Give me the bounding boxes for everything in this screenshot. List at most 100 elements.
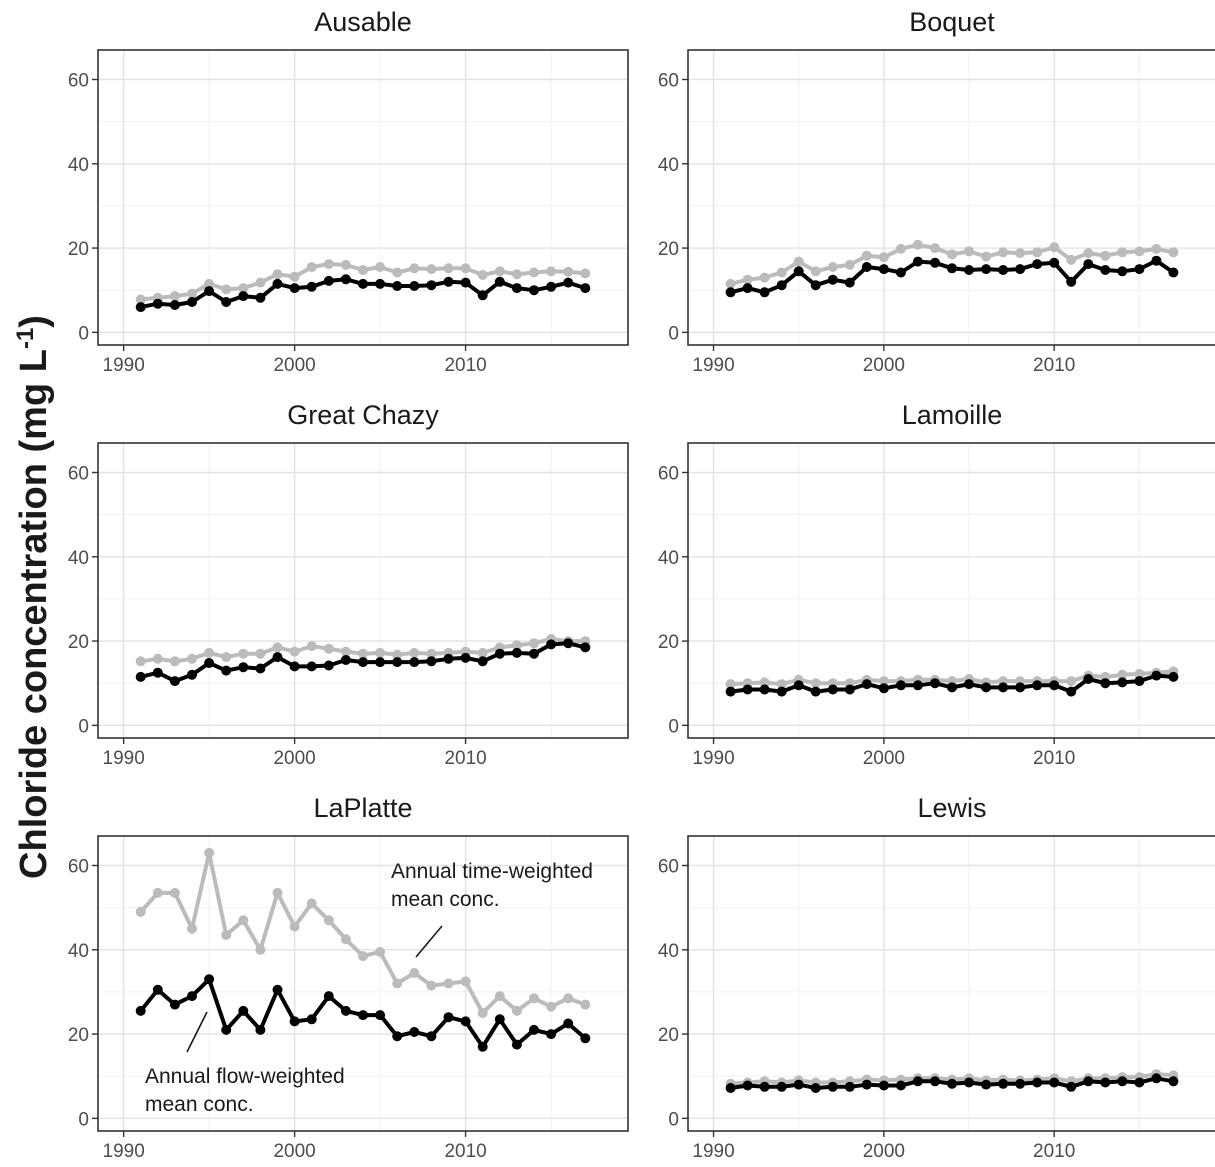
x-tick-label: 2000 — [863, 355, 905, 376]
y-tick-label: 20 — [658, 239, 679, 260]
data-point-time_weighted — [810, 266, 821, 277]
data-point-flow_weighted — [272, 984, 283, 995]
data-point-flow_weighted — [187, 991, 197, 1002]
series-group — [725, 666, 1179, 697]
panel-border — [687, 49, 1215, 346]
data-point-flow_weighted — [221, 1024, 232, 1035]
data-point-time_weighted — [169, 656, 180, 667]
data-point-flow_weighted — [152, 298, 163, 309]
data-point-time_weighted — [306, 641, 317, 652]
data-point-flow_weighted — [930, 1076, 940, 1087]
data-point-time_weighted — [810, 678, 821, 689]
y-tick-label: 0 — [78, 323, 89, 344]
data-point-flow_weighted — [759, 287, 770, 298]
data-point-flow_weighted — [742, 283, 753, 294]
data-point-flow_weighted — [810, 686, 821, 697]
x-tick-label: 1990 — [692, 355, 734, 376]
data-point-flow_weighted — [861, 262, 872, 272]
panel-boquet: 0 20 40 60 1990 2000 2010 Boquet — [658, 7, 1215, 376]
panel-title: Lamoille — [902, 400, 1003, 430]
data-point-time_weighted — [272, 269, 283, 280]
panel-title: Lewis — [917, 793, 986, 823]
data-point-time_weighted — [340, 646, 351, 657]
data-point-flow_weighted — [289, 283, 300, 294]
data-point-flow_weighted — [375, 278, 386, 289]
panel-ausable: 0 20 40 60 1990 2000 2010 Ausable — [68, 7, 629, 376]
data-point-time_weighted — [358, 648, 368, 659]
data-point-flow_weighted — [511, 283, 522, 294]
series-group — [725, 1069, 1179, 1093]
data-point-time_weighted — [272, 887, 283, 898]
data-point-time_weighted — [443, 978, 454, 989]
y-tick-label: 40 — [658, 548, 679, 569]
x-tick-label: 2010 — [444, 355, 486, 376]
data-point-time_weighted — [563, 993, 574, 1004]
data-point-flow_weighted — [810, 280, 821, 291]
data-point-time_weighted — [580, 268, 591, 279]
data-point-flow_weighted — [187, 669, 197, 680]
data-point-flow_weighted — [563, 1018, 574, 1029]
data-point-time_weighted — [392, 649, 403, 660]
data-point-flow_weighted — [460, 652, 471, 663]
data-point-time_weighted — [776, 679, 787, 690]
data-point-flow_weighted — [187, 297, 197, 307]
y-tick-label: 60 — [658, 857, 679, 878]
panel-title: Boquet — [909, 7, 995, 37]
data-point-time_weighted — [426, 648, 437, 659]
data-point-flow_weighted — [152, 984, 163, 995]
data-point-flow_weighted — [563, 638, 574, 649]
data-point-time_weighted — [494, 991, 505, 1002]
data-point-flow_weighted — [1032, 259, 1043, 270]
data-point-time_weighted — [998, 247, 1009, 258]
panel-border — [97, 442, 629, 739]
data-point-time_weighted — [358, 951, 368, 962]
data-point-flow_weighted — [204, 974, 215, 985]
data-point-flow_weighted — [169, 999, 180, 1010]
x-tick-label: 1990 — [692, 1141, 734, 1162]
data-point-flow_weighted — [272, 278, 283, 289]
data-point-flow_weighted — [221, 297, 232, 307]
data-point-time_weighted — [187, 653, 197, 664]
data-point-flow_weighted — [580, 283, 591, 294]
data-point-flow_weighted — [776, 686, 787, 697]
data-point-time_weighted — [895, 243, 906, 254]
data-point-time_weighted — [221, 930, 232, 940]
data-point-flow_weighted — [1134, 264, 1145, 275]
series-group — [135, 259, 591, 313]
data-point-time_weighted — [358, 265, 368, 275]
data-point-flow_weighted — [204, 286, 215, 297]
data-point-flow_weighted — [912, 1076, 923, 1087]
data-point-time_weighted — [477, 270, 488, 280]
data-point-flow_weighted — [135, 302, 146, 313]
data-point-time_weighted — [1032, 247, 1043, 258]
data-point-time_weighted — [340, 934, 351, 945]
data-point-flow_weighted — [998, 265, 1009, 275]
data-point-flow_weighted — [135, 1005, 146, 1016]
x-tick-label: 2000 — [863, 748, 905, 769]
data-point-flow_weighted — [1049, 680, 1060, 691]
data-point-flow_weighted — [1083, 1076, 1094, 1087]
x-tick-label: 2010 — [1033, 1141, 1075, 1162]
data-point-flow_weighted — [460, 1016, 471, 1027]
data-point-time_weighted — [494, 266, 505, 277]
data-point-flow_weighted — [460, 277, 471, 288]
data-point-flow_weighted — [964, 679, 974, 690]
data-point-flow_weighted — [494, 1014, 505, 1025]
data-point-flow_weighted — [1015, 682, 1026, 693]
data-point-time_weighted — [546, 1001, 557, 1012]
data-point-flow_weighted — [1049, 257, 1060, 268]
data-point-flow_weighted — [443, 1012, 454, 1023]
data-point-time_weighted — [375, 946, 386, 957]
data-point-flow_weighted — [306, 1014, 317, 1025]
data-point-flow_weighted — [204, 658, 215, 668]
y-tick-label: 0 — [668, 716, 679, 737]
data-point-time_weighted — [1168, 247, 1179, 258]
data-point-time_weighted — [878, 676, 889, 687]
y-tick-label: 0 — [78, 716, 89, 737]
data-point-flow_weighted — [964, 1077, 974, 1088]
x-tick-label: 2000 — [273, 355, 315, 376]
data-point-flow_weighted — [861, 679, 872, 690]
data-point-time_weighted — [255, 277, 266, 288]
data-point-flow_weighted — [1168, 1076, 1179, 1087]
